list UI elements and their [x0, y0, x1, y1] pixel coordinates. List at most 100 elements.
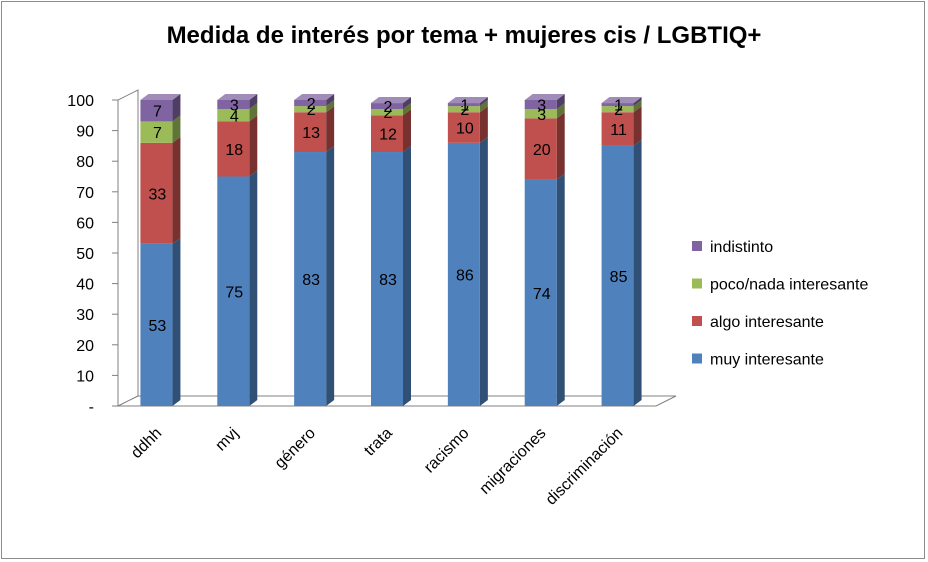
- data-label: 7: [153, 104, 162, 121]
- category-label: discriminación: [543, 425, 627, 509]
- bar-discriminación-algo-interesante-side: [633, 106, 642, 146]
- bar-género-algo-interesante-side: [326, 106, 335, 153]
- data-label: 2: [384, 99, 393, 116]
- bar-género-muy-interesante-side: [326, 146, 335, 406]
- legend-swatch: [692, 353, 702, 364]
- bar-mvj-indistinto-side: [249, 94, 258, 110]
- bar-discriminación-algo-interesante: [601, 112, 634, 146]
- y-tick-label: 40: [76, 277, 94, 294]
- bar-discriminación-poco-nada-interesante: [601, 106, 634, 113]
- bar-mvj-muy-interesante: [217, 176, 250, 406]
- y-tick-label: 20: [76, 338, 94, 355]
- data-label: 2: [307, 102, 316, 119]
- bar-género-algo-interesante: [294, 112, 327, 153]
- bar-racismo-muy-interesante-side: [479, 136, 488, 406]
- bar-racismo-indistinto-side: [479, 97, 488, 107]
- data-label: 2: [614, 102, 623, 119]
- legend-label: indistinto: [710, 239, 773, 256]
- category-label: ddhh: [128, 425, 165, 462]
- data-label: 86: [456, 267, 474, 284]
- bar-trata-indistinto-side: [403, 97, 411, 110]
- data-label: 18: [225, 142, 243, 159]
- legend-swatch: [692, 278, 702, 289]
- data-label: 1: [460, 98, 469, 115]
- data-label: 83: [302, 272, 320, 289]
- y-tick-label: 60: [76, 215, 94, 232]
- data-label: 20: [533, 142, 551, 159]
- bar-mvj-poco-nada-interesante: [217, 109, 250, 122]
- bar-migraciones-indistinto: [524, 100, 557, 110]
- category-label: racismo: [421, 425, 473, 477]
- legend-label: poco/nada interesante: [710, 277, 868, 294]
- bar-migraciones-indistinto-top: [524, 94, 565, 100]
- data-label: 75: [225, 284, 243, 301]
- bar-ddhh-poco-nada-interesante: [140, 121, 173, 143]
- data-label: 33: [149, 186, 167, 203]
- bar-trata-algo-interesante: [371, 115, 403, 153]
- bar-género-muy-interesante: [294, 152, 327, 406]
- bar-trata-muy-interesante-side: [403, 146, 411, 406]
- bar-discriminación-indistinto-top: [601, 97, 642, 104]
- data-label: 1: [614, 98, 623, 115]
- category-label: género: [272, 425, 319, 472]
- bar-ddhh-indistinto-side: [172, 94, 181, 122]
- bar-trata-poco-nada-interesante: [371, 109, 403, 116]
- bar-migraciones-poco-nada-interesante: [524, 109, 557, 119]
- category-label: mvj: [212, 425, 242, 455]
- bar-mvj-poco-nada-interesante-side: [249, 103, 258, 122]
- bar-género-indistinto-top: [294, 94, 335, 100]
- data-label: 2: [307, 96, 316, 113]
- bar-mvj-algo-interesante-side: [249, 115, 258, 177]
- bar-racismo-algo-interesante: [447, 112, 480, 143]
- bar-trata-indistinto: [371, 103, 403, 110]
- legend-label: muy interesante: [710, 352, 824, 369]
- bar-racismo-muy-interesante: [447, 142, 480, 406]
- y-tick-label: 70: [76, 185, 94, 202]
- bar-migraciones-muy-interesante: [524, 179, 557, 406]
- legend-label: algo interesante: [710, 314, 824, 331]
- bar-trata-algo-interesante-side: [403, 109, 411, 153]
- bar-ddhh-indistinto-top: [140, 94, 181, 100]
- bar-ddhh-algo-interesante-side: [172, 136, 181, 244]
- bar-discriminación-muy-interesante-side: [633, 139, 642, 406]
- bar-migraciones-algo-interesante: [524, 118, 557, 180]
- data-label: 3: [230, 98, 239, 115]
- legend-swatch: [692, 316, 702, 326]
- data-label: 74: [533, 286, 551, 303]
- bar-discriminación-muy-interesante: [601, 145, 634, 406]
- bar-ddhh-muy-interesante: [140, 243, 173, 406]
- bar-migraciones-poco-nada-interesante-side: [556, 103, 565, 119]
- data-label: 85: [610, 269, 628, 286]
- data-label: 3: [537, 107, 546, 124]
- data-label: 13: [302, 125, 320, 142]
- y-tick-label: 90: [76, 124, 94, 141]
- bar-mvj-algo-interesante: [217, 121, 250, 177]
- data-label: 7: [153, 125, 162, 142]
- bar-género-indistinto: [294, 100, 327, 107]
- bar-ddhh-muy-interesante-side: [172, 237, 181, 406]
- bar-trata-poco-nada-interesante-side: [403, 103, 411, 116]
- y-tick-label: 10: [76, 368, 94, 385]
- data-label: 10: [456, 121, 474, 138]
- data-label: 3: [537, 98, 546, 115]
- legend-swatch: [692, 241, 702, 251]
- bar-género-poco-nada-interesante-side: [326, 100, 335, 113]
- y-tick-label: 30: [76, 307, 94, 324]
- chart-title: Medida de interés por tema + mujeres cis…: [166, 22, 762, 49]
- data-label: 83: [379, 272, 397, 289]
- y-tick-label: 50: [76, 246, 94, 263]
- data-label: 11: [610, 122, 627, 139]
- bar-ddhh-indistinto: [140, 100, 173, 122]
- bar-mvj-muy-interesante-side: [249, 170, 258, 406]
- bar-racismo-poco-nada-interesante: [447, 106, 480, 113]
- bar-migraciones-algo-interesante-side: [556, 112, 565, 180]
- data-label: 12: [379, 127, 397, 144]
- bar-género-poco-nada-interesante: [294, 106, 327, 113]
- bar-migraciones-muy-interesante-side: [556, 173, 565, 406]
- bar-racismo-algo-interesante-side: [479, 106, 488, 143]
- data-label: 4: [230, 108, 239, 125]
- bar-trata-indistinto-top: [371, 97, 411, 104]
- category-label: trata: [361, 425, 396, 460]
- bar-género-indistinto-side: [326, 94, 335, 107]
- bar-mvj-indistinto: [217, 100, 250, 110]
